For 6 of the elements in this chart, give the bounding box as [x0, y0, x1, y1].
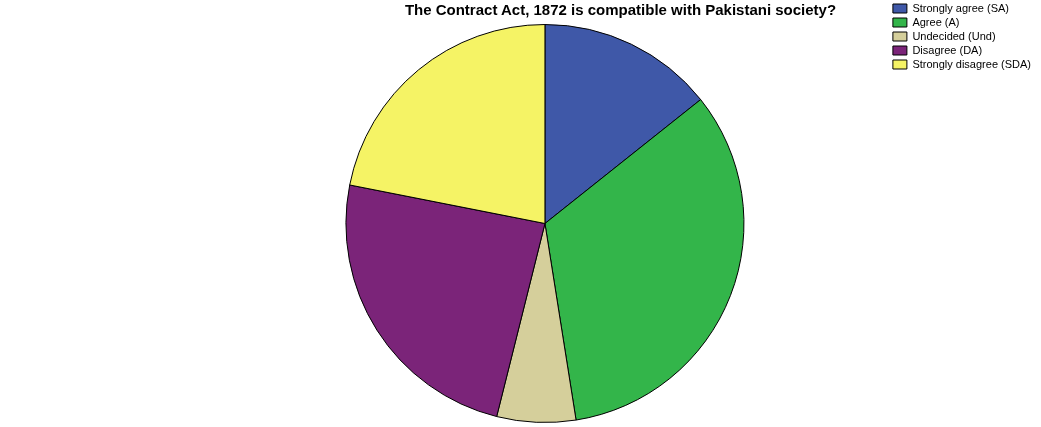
chart-title: The Contract Act, 1872 is compatible with Pakistani society?	[404, 1, 837, 19]
legend-label: Undecided (Und)	[912, 29, 996, 42]
legend-label: Disagree (DA)	[912, 43, 983, 56]
legend-label: Strongly agree (SA)	[912, 1, 1009, 14]
legend-label: Strongly disagree (SDA)	[912, 57, 1031, 70]
legend-label: Agree (A)	[912, 15, 960, 28]
